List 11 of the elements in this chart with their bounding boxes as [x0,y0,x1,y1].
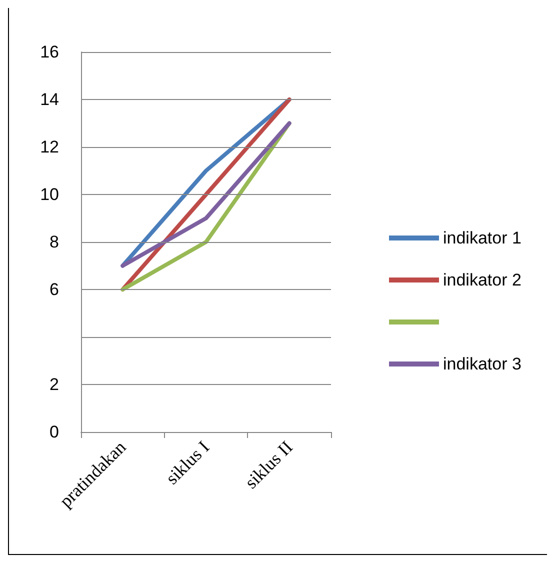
y-tick-label: 10 [40,185,59,204]
y-tick-label: 6 [50,280,59,299]
legend-label: indikator 3 [443,354,522,374]
y-tick-label: 2 [50,375,59,394]
legend-label: indikator 2 [443,270,522,290]
legend-label: indikator 1 [443,228,522,248]
y-tick-label: 12 [40,138,59,156]
y-tick-label: 16 [40,42,59,62]
y-tick-label: 14 [40,90,59,109]
y-tick-label: 8 [50,232,59,252]
y-tick-label: 0 [50,422,59,442]
